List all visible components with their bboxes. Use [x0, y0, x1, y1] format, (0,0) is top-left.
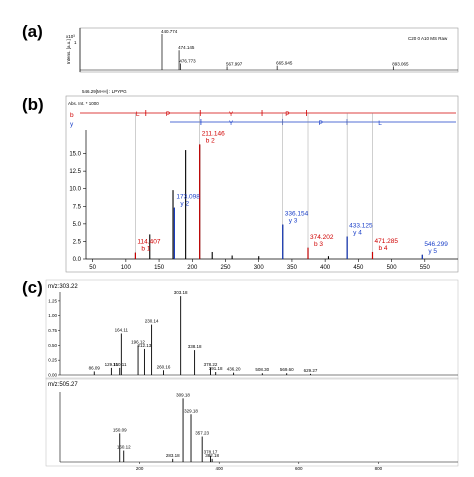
panel-b-annotation-mass: 471.285 — [374, 238, 398, 245]
panel-c1-peak-label: 164.11 — [115, 328, 129, 333]
panel-c1-ytick-label: 0.25 — [48, 358, 57, 363]
panel-c1-peak-label: 378.22 — [204, 362, 218, 367]
panel-b-ytick-label: 2.5 — [73, 239, 82, 245]
panel-b-xtick-label: 200 — [187, 265, 198, 271]
panel-b-xtick-label: 150 — [154, 265, 165, 271]
panel-c2-xtick-label: 200 — [136, 466, 144, 471]
panel-b-annotation-ion: b 4 — [378, 245, 387, 252]
panel-b-xtick-label: 300 — [254, 265, 265, 271]
panel-b-annotation-ion: b 3 — [314, 241, 323, 248]
panel-c1-title: m/z:303.22 — [48, 284, 78, 290]
panel-c1-ytick-label: 1.00 — [48, 313, 57, 318]
panel-b-ytick-label: 5.0 — [73, 222, 82, 228]
panel-b-ylabel: Abs. Int. * 1000 — [68, 101, 99, 106]
panel-c1-peak-label: 230.14 — [145, 319, 159, 324]
panel-c2-xtick-label: 800 — [375, 466, 383, 471]
panel-b-ion-label-y: y — [70, 121, 74, 128]
panel-c2-peak-label: 160.12 — [117, 445, 131, 450]
panel-label-a: (a) — [22, 22, 43, 41]
panel-a-peak-label: 476.773 — [179, 59, 196, 64]
panel-a-ytick-label: 1 — [74, 40, 77, 45]
panel-c1-ytick-label: 0.00 — [48, 373, 57, 378]
panel-c1-peak-label: 508.30 — [255, 367, 269, 372]
panel-c2-title: m/z:505.27 — [48, 382, 78, 388]
panel-a-ytick-label: x10³ — [66, 34, 75, 39]
panel-b-annotation-mass: 546.299 — [424, 241, 448, 248]
panel-c2-peak-label: 309.18 — [176, 392, 190, 397]
panel-c1-peak-label: 338.18 — [188, 344, 202, 349]
panel-c2-peak-label: 378.17 — [204, 450, 218, 455]
panel-c2-peak-label: 357.23 — [195, 431, 209, 436]
panel-b-annotation-mass: 211.146 — [202, 130, 225, 137]
panel-b-ytick-label: 15.0 — [69, 152, 81, 158]
panel-c1-peak-label: 129.11 — [105, 362, 119, 367]
panel-c1-peak-label: 212.13 — [138, 343, 152, 348]
panel-b-y-residue: L — [378, 120, 382, 127]
panel-a-peak-label: 440.774 — [161, 29, 178, 34]
panel-b-annotation-ion: y 4 — [353, 230, 362, 237]
panel-b-y-residue: Y — [229, 120, 234, 127]
panel-b-annotation-ion: y 2 — [180, 201, 189, 208]
panel-b-annotation-mass: 336.154 — [285, 211, 309, 218]
panel-b-annotation-mass: 114.407 — [137, 239, 160, 246]
panel-b-annotation-ion: y 3 — [289, 218, 298, 225]
panel-c1-ytick-label: 1.25 — [48, 298, 57, 303]
panel-b-xtick-label: 100 — [121, 265, 132, 271]
panel-b-xtick-label: 250 — [220, 265, 231, 271]
panel-b-b-residue: P — [285, 111, 289, 118]
panel-b-b-residue: Y — [229, 111, 234, 118]
panel-c2-peak-label: 283.18 — [166, 453, 180, 458]
panel-b-y-residue: P — [319, 120, 323, 127]
panel-a-peak-label: 474.145 — [178, 45, 195, 50]
panel-b-xtick-label: 450 — [353, 265, 364, 271]
panel-c1-peak-label: 391.18 — [209, 366, 223, 371]
panel-b-b-residue: P — [166, 111, 170, 118]
panel-a-peak-label: 567.997 — [226, 61, 243, 66]
panel-b-annotation-mass: 374.202 — [310, 234, 334, 241]
panel-b-xtick-label: 350 — [287, 265, 298, 271]
panel-b-annotation-ion: b 2 — [206, 137, 215, 144]
panel-label-c: (c) — [22, 278, 43, 297]
panel-c1-peak-label: 150.11 — [113, 362, 127, 367]
panel-c2-xtick-label: 600 — [295, 466, 303, 471]
panel-b-annotation-mass: 433.125 — [349, 223, 373, 230]
panel-b-ytick-label: 0.0 — [73, 257, 82, 263]
panel-c1-ytick-label: 0.50 — [48, 343, 57, 348]
panel-c1-peak-label: 86.09 — [89, 365, 101, 370]
panel-b-ytick-label: 12.5 — [69, 169, 81, 175]
panel-c2-xtick-label: 400 — [215, 466, 223, 471]
panel-b-ytick-label: 10.0 — [69, 187, 81, 193]
panel-a-legend: C20 0 A10 MS Raw — [408, 36, 448, 41]
panel-c2-peak-label: 329.18 — [184, 408, 198, 413]
panel-b-ion-label-b: b — [70, 112, 74, 119]
panel-b-annotation-ion: b 1 — [141, 246, 150, 253]
panel-c2-peak-label: 150.09 — [113, 427, 127, 432]
panel-a-peak-label: 665.945 — [276, 61, 293, 66]
panel-c1-ytick-label: 0.75 — [48, 328, 57, 333]
panel-c1-peak-label: 436.20 — [227, 367, 241, 372]
panel-c1-peak-label: 303.18 — [174, 290, 188, 295]
panel-c1-peak-label: 196.12 — [131, 339, 145, 344]
panel-a-ylabel: Intens. [a.u.] — [66, 39, 71, 64]
panel-c1-frame — [45, 279, 459, 380]
panel-c1-peak-label: 629.27 — [304, 368, 318, 373]
panel-label-b: (b) — [22, 95, 44, 114]
panel-b-xtick-label: 550 — [420, 265, 431, 271]
panel-b-title: 546.29[M+H] : LPYPG — [82, 89, 127, 94]
panel-b-frame — [65, 95, 459, 273]
panel-b-xtick-label: 50 — [89, 265, 96, 271]
panel-b-b-residue: L — [136, 111, 140, 118]
panel-c2-peak-label: 382.18 — [205, 453, 219, 458]
panel-b-xtick-label: 500 — [387, 265, 398, 271]
panel-b-annotation-ion: y 5 — [428, 248, 437, 255]
panel-c1-peak-label: 569.60 — [280, 367, 294, 372]
panel-b-annotation-mass: 173.098 — [176, 194, 200, 201]
panel-b-ytick-label: 7.5 — [73, 204, 82, 210]
panel-a-peak-label: 893.065 — [392, 61, 409, 66]
panel-c2-frame — [45, 377, 459, 467]
panel-c1-peak-label: 260.16 — [157, 364, 171, 369]
panel-b-xtick-label: 400 — [320, 265, 331, 271]
